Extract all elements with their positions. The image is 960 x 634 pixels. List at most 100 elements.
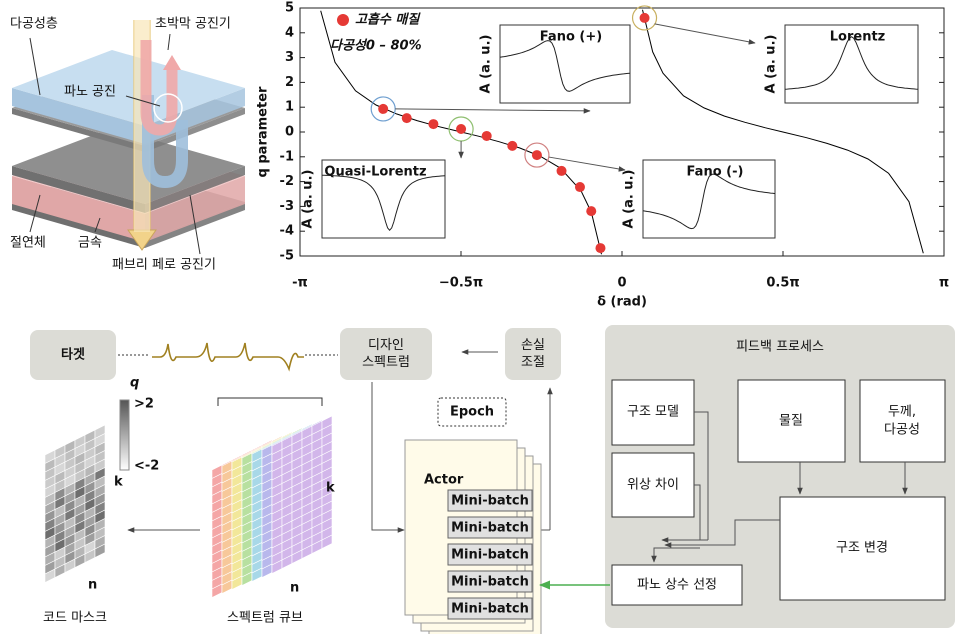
leader [167,33,171,51]
spectrum-cube-label: 스펙트럼 큐브 [227,611,303,626]
y-tick-label: -4 [280,224,294,239]
porous-layer-face [12,50,245,126]
data-point [574,182,585,193]
x-tick-label: π [939,276,949,291]
annotation: 다공성0 – 80% [330,38,422,54]
leader [29,37,41,96]
phase-difference-box [611,452,695,518]
epoch-label: Epoch [450,405,494,420]
inset-frame [642,159,776,239]
y-tick-label: -2 [280,174,294,189]
x-axis-label: δ (rad) [597,295,647,310]
inset-y-label: A (a. u.) [764,35,779,94]
mask-n-label: n [88,578,97,593]
phase-difference-label: 위상 차이 [627,478,679,493]
inset-curve [642,173,776,230]
legend-label: 고흡수 매질 [355,12,421,28]
thickness-porosity-label: 다공성 [884,423,920,438]
thin-metal-layer-side [145,166,245,213]
flow-line [694,411,709,540]
structure-change-box [779,496,946,601]
flow-arrow [664,519,780,548]
inset-frame [784,24,919,104]
design-spectrum-box [340,328,432,380]
inset-arrow [654,23,756,45]
inset-y-label: A (a. u.) [622,170,637,229]
data-point [531,150,542,161]
design-spectrum-label: 스펙트럼 [362,355,410,370]
cube-k-label: k [326,481,335,496]
inset-curve [499,40,631,92]
y-tick-label: 2 [285,75,294,90]
data-point [595,243,606,254]
thin-film-resonator-label: 초박막 공진기 [155,17,231,32]
colorbar-max: >2 [134,397,154,412]
x-tick-label: 0 [617,276,626,291]
data-point [556,165,567,176]
actor-label: Actor [424,473,464,488]
inset-arrow [548,156,626,172]
porous-layer-side [12,88,145,144]
inset-y-label: A (a. u.) [301,170,316,229]
mini-batch-label: Mini-batch [451,575,529,590]
mask-cell [94,543,106,558]
legend-marker [337,14,349,26]
data-point [428,119,439,130]
thin-metal-layer-side [12,166,145,213]
data-point [481,130,492,141]
insulator-layer-side [145,176,245,242]
metal-label: 금속 [78,236,102,251]
mask-k-label: k [114,475,123,490]
code-mask-label: 코드 마스크 [43,611,107,626]
insulator-label: 절연체 [10,236,46,251]
loss-control-label: 손실 [521,338,545,353]
mini-batch-label: Mini-batch [451,494,529,509]
mini-batch-label: Mini-batch [451,602,529,617]
thickness-box [859,379,946,463]
porous-layer-label: 다공성층 [10,17,58,32]
inset-frame [499,24,631,104]
x-tick-label: 0.5π [766,276,799,291]
highlight-ring [631,5,658,31]
y-tick-label: -3 [280,199,294,214]
inset-title: Quasi-Lorentz [324,165,426,180]
mini-batch-box [447,516,533,539]
fabry-perot-label: 패브리 페로 공진기 [112,258,216,273]
leader [29,194,41,233]
thin-metal-layer-face [12,128,245,204]
y-tick-label: -5 [280,249,294,264]
cube-n-label: n [290,581,299,596]
design-spectrum-label: 디자인 [368,338,404,353]
colorbar [119,399,130,471]
material-box [737,379,846,463]
feedback-title: 피드백 프로세스 [736,340,824,355]
epoch-box [437,397,507,427]
material-label: 물질 [779,414,803,429]
x-tick-label: -π [292,276,308,291]
flow-arrow [651,547,700,563]
mini-batch-box [447,570,533,593]
data-point [586,206,597,217]
inset-title: Lorentz [830,30,885,45]
y-tick-label: 3 [285,50,294,65]
y-tick-label: 1 [285,100,294,115]
inset-curve [321,174,446,231]
y-tick-label: -1 [280,149,294,164]
under-layer-side [145,108,245,152]
data-point [456,124,467,135]
pink-arrow-head [163,55,181,70]
target-spectrum [152,342,304,372]
highlight-ring [524,142,550,168]
loss-control-box [505,328,561,380]
inset-title: Fano (+) [540,30,602,45]
target-label: 타겟 [61,347,85,363]
fano-resonance-label: 파노 공진 [64,85,116,100]
fano-selection-label: 파노 상수 선정 [637,578,717,593]
x-tick-label: −0.5π [439,276,483,291]
fano-circle [153,93,183,123]
insulator-layer-side [12,176,145,242]
structure-change-label: 구조 변경 [836,541,888,556]
mini-batch-box [447,543,533,566]
y-axis-label: q parameter [256,86,271,177]
data-point [378,103,389,114]
